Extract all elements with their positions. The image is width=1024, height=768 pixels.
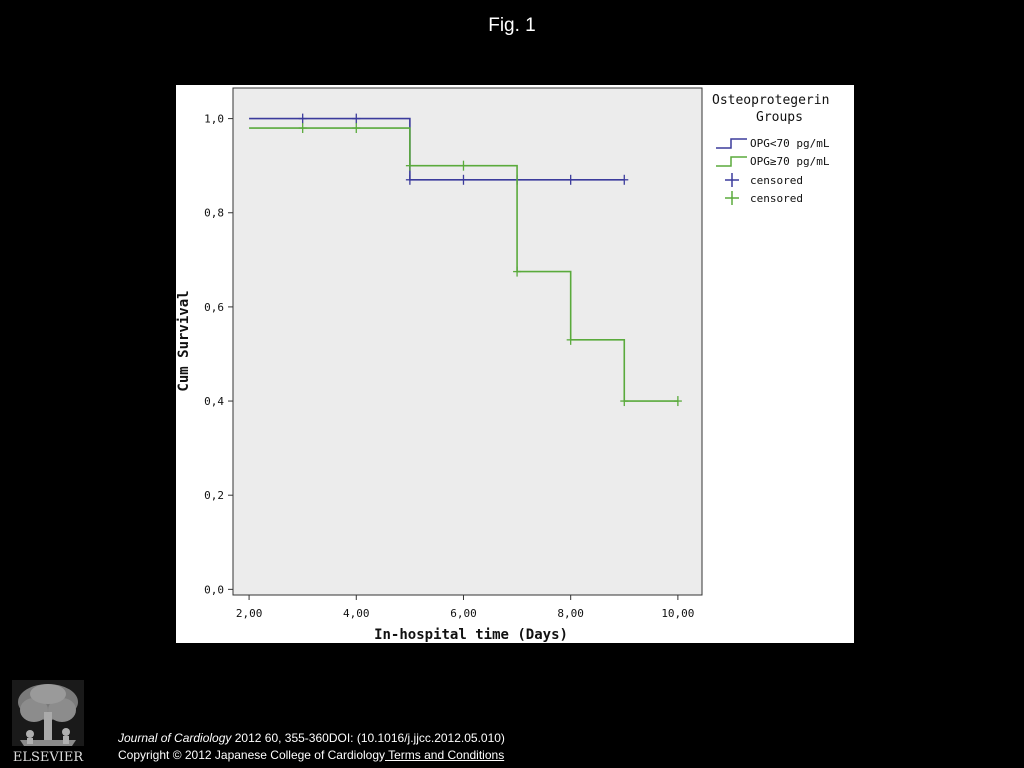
x-axis-title: In-hospital time (Days) bbox=[374, 627, 568, 643]
y-tick-label: 0,6 bbox=[204, 301, 224, 314]
plot-area bbox=[232, 87, 703, 596]
copyright-text: Copyright © 2012 Japanese College of Car… bbox=[118, 748, 386, 762]
censored-marker bbox=[405, 160, 414, 171]
elsevier-tree-icon: ELSEVIER bbox=[12, 680, 85, 765]
censored-marker bbox=[459, 174, 468, 185]
y-tick-label: 0,0 bbox=[204, 583, 224, 596]
legend-swatch-opg-low bbox=[716, 138, 747, 149]
legend: Osteoprotegerin Groups OPG<70 pg/mL OPG≥… bbox=[712, 93, 830, 205]
x-tick-label: 2,00 bbox=[236, 607, 263, 620]
legend-censored-marker-opg-low bbox=[725, 173, 739, 187]
journal-name: Journal of Cardiology bbox=[118, 731, 232, 745]
series-layer bbox=[249, 113, 682, 407]
x-tick-label: 10,00 bbox=[661, 607, 694, 620]
kaplan-meier-chart: 0,0 0,2 0,4 0,6 0,8 1,0 2,00 4,00 6,00 8,00 10,00… bbox=[176, 87, 830, 643]
x-tick-label: 8,00 bbox=[557, 607, 584, 620]
legend-censored-marker-opg-high bbox=[725, 191, 739, 205]
legend-entry-opg-low: OPG<70 pg/mL bbox=[750, 137, 830, 150]
legend-entry-censored-low: censored bbox=[750, 174, 803, 187]
legend-entry-censored-high: censored bbox=[750, 192, 803, 205]
legend-swatch-opg-high bbox=[716, 156, 747, 167]
y-axis: 0,0 0,2 0,4 0,6 0,8 1,0 bbox=[204, 113, 233, 596]
y-tick-label: 0,2 bbox=[204, 489, 224, 502]
citation: Journal of Cardiology 2012 60, 355-360DO… bbox=[118, 730, 505, 764]
censored-marker bbox=[298, 123, 307, 134]
censored-marker bbox=[352, 113, 361, 124]
figure-panel: 0,0 0,2 0,4 0,6 0,8 1,0 2,00 4,00 6,00 8,00 10,00… bbox=[176, 85, 854, 643]
censored-marker bbox=[566, 174, 575, 185]
elsevier-logo: ELSEVIER bbox=[8, 680, 88, 765]
censored-marker bbox=[459, 160, 468, 171]
terms-and-conditions-link[interactable]: Terms and Conditions bbox=[385, 748, 505, 762]
censored-marker bbox=[405, 174, 414, 185]
censored-marker bbox=[620, 396, 629, 407]
elsevier-wordmark: ELSEVIER bbox=[13, 750, 85, 764]
x-tick-label: 4,00 bbox=[343, 607, 370, 620]
legend-entry-opg-high: OPG≥70 pg/mL bbox=[750, 155, 830, 168]
censored-marker bbox=[566, 334, 575, 345]
censored-marker bbox=[513, 266, 522, 277]
censored-marker bbox=[298, 113, 307, 124]
y-tick-label: 0,8 bbox=[204, 207, 224, 220]
censored-marker bbox=[673, 396, 682, 407]
x-axis: 2,00 4,00 6,00 8,00 10,00 bbox=[236, 595, 694, 620]
citation-line-1: Journal of Cardiology 2012 60, 355-360DO… bbox=[118, 730, 505, 747]
y-axis-title: Cum Survival bbox=[176, 290, 192, 391]
survival-curve-series-2 bbox=[249, 127, 678, 402]
y-tick-label: 1,0 bbox=[204, 113, 224, 126]
legend-title-line-2: Groups bbox=[756, 110, 803, 125]
figure-title: Fig. 1 bbox=[488, 15, 536, 36]
censored-marker bbox=[620, 174, 629, 185]
censored-marker bbox=[352, 123, 361, 134]
citation-details: 2012 60, 355-360DOI: (10.1016/j.jjcc.201… bbox=[231, 731, 505, 745]
legend-title-line-1: Osteoprotegerin bbox=[712, 93, 829, 108]
x-tick-label: 6,00 bbox=[450, 607, 477, 620]
citation-line-2: Copyright © 2012 Japanese College of Car… bbox=[118, 747, 505, 764]
y-tick-label: 0,4 bbox=[204, 395, 224, 408]
